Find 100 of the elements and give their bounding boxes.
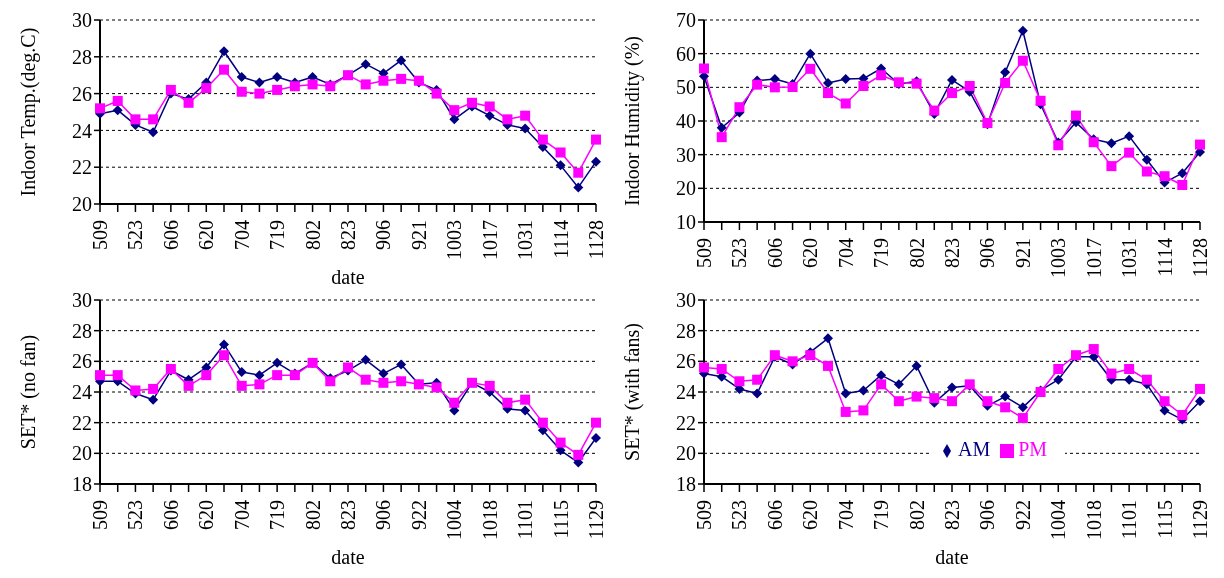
- y-tick-label: 30: [72, 9, 92, 32]
- y-tick-label: 70: [676, 9, 696, 32]
- y-axis-title: SET* (with fans): [621, 323, 645, 461]
- x-tick-label: 1101: [1118, 500, 1141, 540]
- point: [378, 368, 389, 379]
- y-tick-label: 18: [72, 473, 92, 496]
- point: [699, 63, 709, 74]
- x-tick-label: 1115: [1153, 500, 1176, 539]
- point: [1195, 396, 1205, 407]
- point: [947, 382, 957, 393]
- x-tick-label: 606: [763, 500, 786, 530]
- point: [982, 396, 993, 407]
- x-tick-label: 1018: [478, 500, 501, 540]
- point: [396, 359, 407, 370]
- point: [360, 59, 371, 70]
- point: [520, 110, 531, 121]
- point: [1141, 374, 1152, 385]
- point: [219, 350, 229, 361]
- point: [1053, 374, 1064, 385]
- point: [449, 105, 460, 116]
- x-tick-label: 1018: [1082, 500, 1105, 540]
- point: [876, 70, 887, 81]
- point: [1088, 344, 1099, 355]
- x-tick-label: 922: [407, 500, 430, 530]
- x-tick-label: 1017: [1082, 238, 1105, 278]
- x-tick-label: 1003: [443, 220, 466, 260]
- y-tick-label: 26: [72, 350, 92, 373]
- point: [893, 379, 904, 390]
- y-tick-label: 20: [676, 442, 696, 465]
- x-tick-label: 1115: [549, 500, 572, 539]
- point: [236, 86, 247, 97]
- x-tick-label: 1003: [1047, 238, 1070, 278]
- point: [1124, 374, 1135, 385]
- point: [502, 114, 513, 125]
- x-tick-label: 921: [1011, 238, 1034, 268]
- point: [573, 449, 584, 460]
- point: [396, 376, 407, 387]
- point: [431, 88, 442, 99]
- point: [112, 95, 123, 106]
- x-tick-label: 620: [195, 220, 218, 250]
- point: [805, 48, 816, 59]
- point: [1106, 161, 1117, 172]
- y-tick-label: 22: [72, 156, 92, 179]
- point: [360, 374, 371, 385]
- x-tick-label: 606: [763, 238, 786, 268]
- x-tick-label: 906: [976, 238, 999, 268]
- point: [787, 82, 798, 92]
- x-tick-label: 509: [693, 238, 715, 268]
- x-axis-title: date: [935, 546, 969, 568]
- point: [201, 370, 212, 381]
- point: [947, 88, 957, 99]
- point: [1159, 171, 1170, 182]
- y-tick-label: 18: [676, 473, 696, 496]
- point: [378, 377, 389, 388]
- point: [716, 364, 727, 374]
- point: [254, 88, 265, 99]
- point: [272, 84, 283, 95]
- point: [876, 379, 887, 390]
- x-axis-title: date: [331, 266, 365, 288]
- point: [148, 127, 159, 138]
- point: [947, 74, 957, 85]
- x-tick-label: 620: [799, 500, 822, 530]
- point: [537, 134, 548, 145]
- x-tick-label: 509: [89, 220, 111, 250]
- x-tick-label: 823: [337, 500, 359, 530]
- x-tick-label: 704: [834, 238, 857, 268]
- point: [840, 98, 851, 109]
- point: [591, 134, 601, 145]
- x-tick-label: 823: [941, 500, 963, 530]
- point: [254, 370, 265, 381]
- point: [805, 63, 816, 74]
- y-axis-title: SET* (no fan): [17, 334, 41, 450]
- x-tick-label: 1101: [514, 500, 537, 540]
- point: [1017, 402, 1028, 413]
- x-tick-label: 802: [905, 500, 928, 530]
- x-tick-label: 1114: [1153, 238, 1176, 277]
- y-tick-label: 22: [72, 411, 92, 434]
- point: [1124, 147, 1135, 158]
- x-tick-label: 704: [834, 500, 857, 530]
- point: [1195, 383, 1205, 394]
- point: [165, 84, 176, 95]
- point: [734, 102, 745, 113]
- x-tick-label: 906: [372, 500, 395, 530]
- x-tick-label: 606: [159, 220, 182, 250]
- y-tick-label: 10: [676, 211, 696, 234]
- point: [823, 360, 833, 371]
- point: [1071, 110, 1081, 121]
- y-tick-label: 30: [676, 289, 696, 312]
- x-tick-label: 922: [1011, 500, 1034, 530]
- y-tick-label: 22: [676, 411, 696, 434]
- point: [1106, 368, 1117, 379]
- point: [823, 77, 833, 88]
- x-tick-label: 1031: [514, 220, 537, 260]
- point: [1177, 168, 1188, 179]
- y-tick-label: 28: [676, 319, 696, 342]
- point: [219, 339, 229, 350]
- point: [95, 370, 105, 381]
- point: [520, 394, 531, 405]
- x-tick-label: 802: [301, 220, 324, 250]
- point: [254, 77, 265, 88]
